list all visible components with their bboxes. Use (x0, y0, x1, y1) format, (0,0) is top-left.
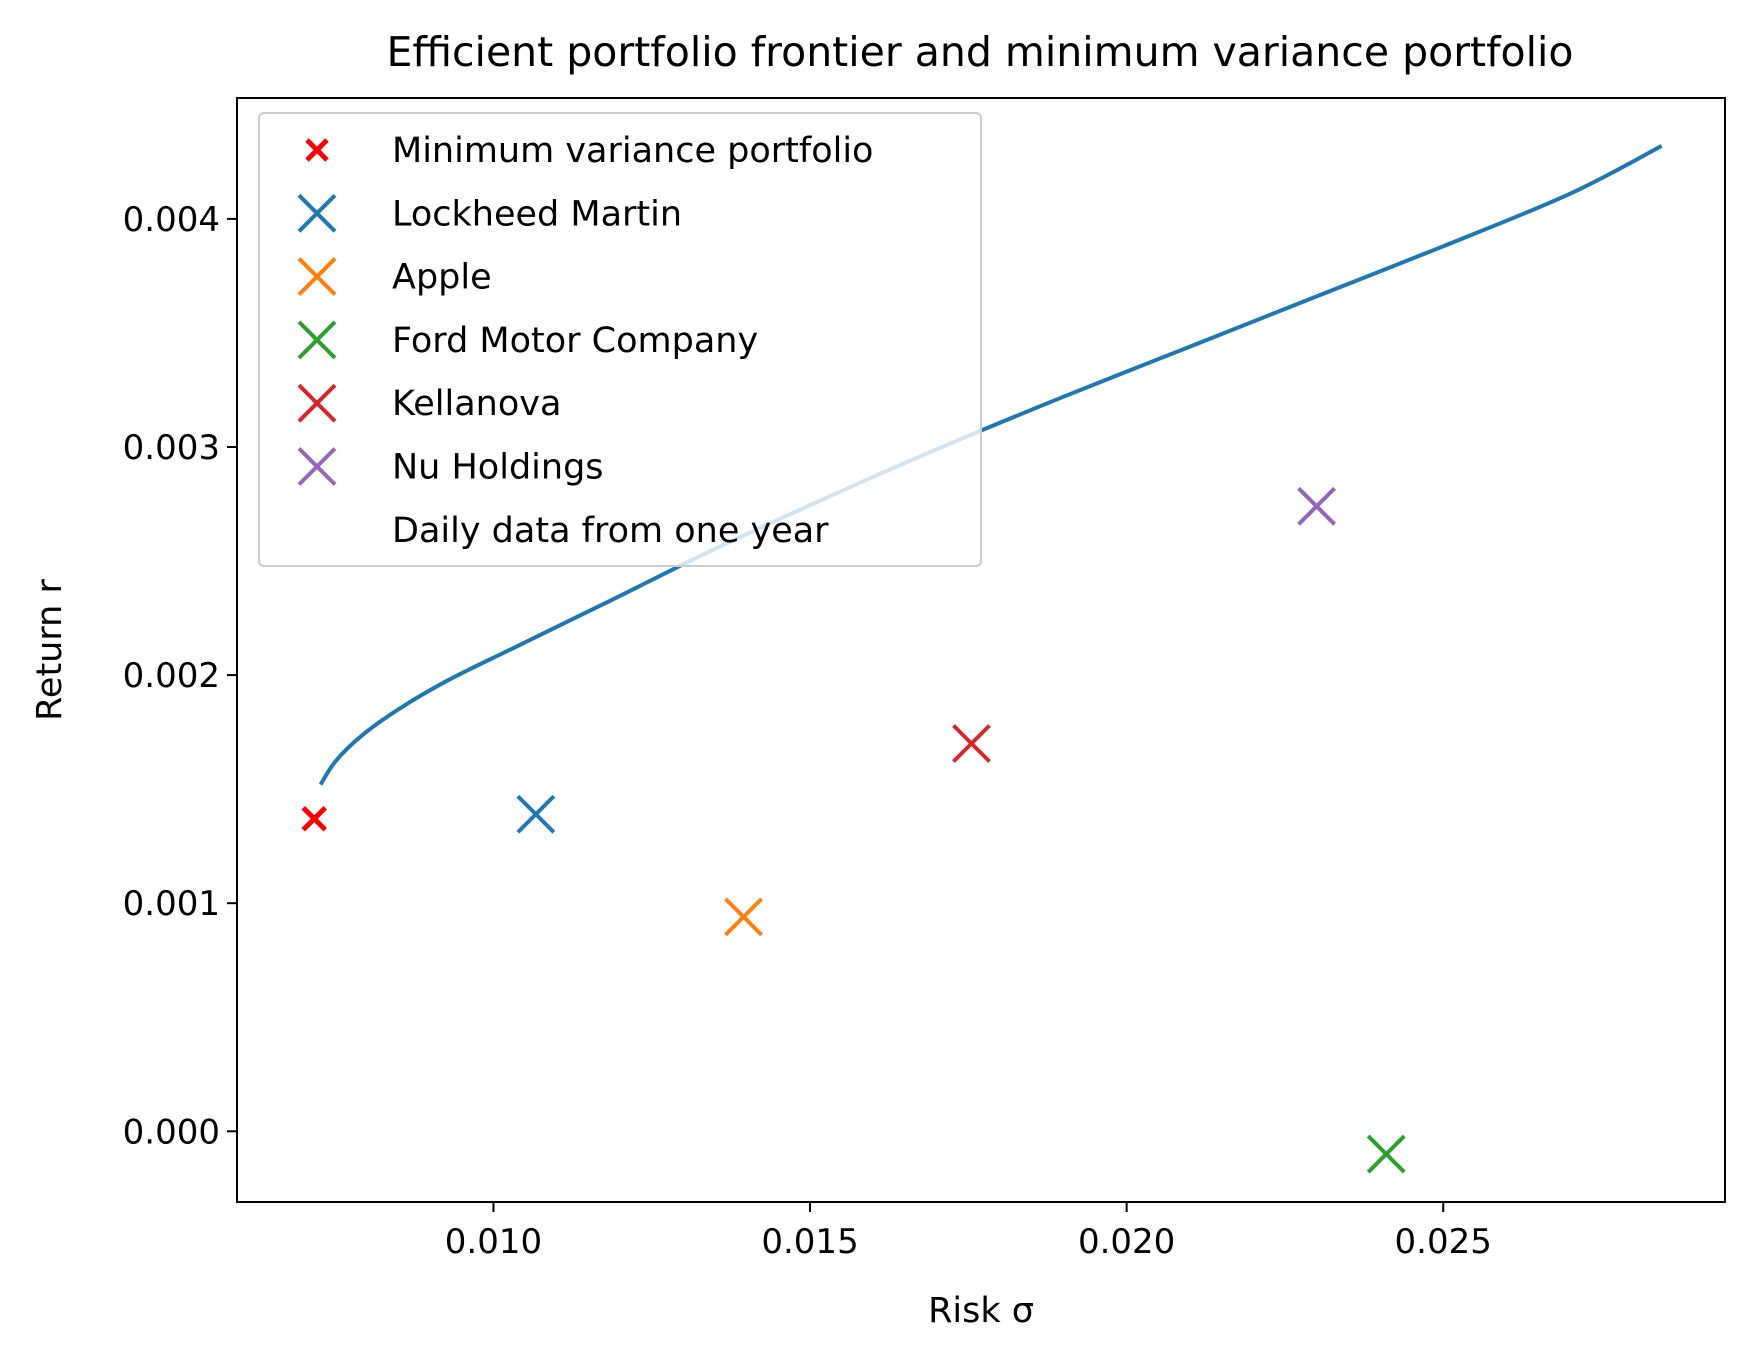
y-axis-label: Return r (30, 579, 70, 721)
y-tick-label: 0.003 (123, 428, 220, 468)
x-axis-label: Risk σ (928, 1291, 1034, 1331)
legend-label-nu-holdings: Nu Holdings (392, 448, 604, 488)
y-tick-label: 0.000 (123, 1112, 220, 1152)
legend-marker-nu-holdings (297, 447, 337, 486)
plot-frame (236, 97, 1726, 1203)
chart-title: Efficient portfolio frontier and minimum… (386, 28, 1573, 76)
x-tick-label: 0.015 (761, 1222, 858, 1262)
legend-marker-ford-motor-company (297, 320, 337, 360)
x-tick-label: 0.025 (1395, 1222, 1492, 1262)
legend-note: Daily data from one year (392, 511, 829, 551)
point-lockheed-martin (516, 794, 556, 834)
legend-label-apple: Apple (392, 258, 492, 298)
y-axis: 0.000 0.001 0.002 0.003 0.004 (123, 200, 237, 1152)
legend-label-kellanova: Kellanova (392, 384, 561, 424)
x-tick-label: 0.010 (445, 1222, 542, 1262)
legend-label-lockheed-martin: Lockheed Martin (392, 194, 682, 234)
x-tick-label: 0.020 (1078, 1222, 1175, 1262)
point-ford-motor-company (1366, 1134, 1406, 1174)
legend-marker-kellanova (297, 383, 337, 423)
legend-marker-apple (297, 257, 337, 297)
point-nu-holdings (1297, 486, 1337, 526)
legend-marker-minimum-variance-portfolio (305, 138, 329, 162)
legend-marker-lockheed-martin (297, 193, 337, 233)
x-axis: 0.010 0.015 0.020 0.025 (445, 1202, 1492, 1262)
y-tick-label: 0.002 (123, 656, 220, 696)
legend-box (258, 112, 982, 567)
point-kellanova (952, 724, 991, 763)
legend-label-minimum-variance-portfolio: Minimum variance portfolio (392, 131, 873, 171)
y-tick-label: 0.004 (123, 200, 220, 240)
point-apple (724, 897, 763, 937)
legend: Minimum variance portfolio Lockheed Marti… (258, 112, 982, 567)
y-tick-label: 0.001 (123, 884, 220, 924)
legend-label-ford-motor-company: Ford Motor Company (392, 321, 758, 361)
point-minimum-variance-portfolio (301, 806, 328, 832)
